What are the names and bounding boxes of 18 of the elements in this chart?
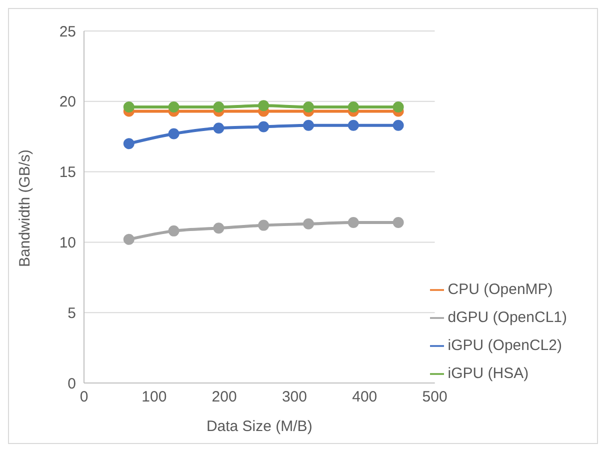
y-tick-label: 20 <box>59 94 76 111</box>
y-tick-label: 25 <box>59 23 76 40</box>
y-tick-label: 15 <box>59 164 76 182</box>
y-tick-label: 5 <box>68 304 76 322</box>
x-tick-label: 100 <box>142 388 167 406</box>
legend-label: iGPU (HSA) <box>448 365 529 382</box>
y-axis-title: Bandwidth (GB/s) <box>16 149 34 267</box>
x-tick-label: 500 <box>422 388 448 406</box>
legend-label: iGPU (OpenCL2) <box>448 337 562 354</box>
x-tick-label: 300 <box>282 388 307 406</box>
x-tick-label: 400 <box>352 388 378 406</box>
legend-label: CPU (OpenMP) <box>448 281 553 298</box>
y-tick-label: 10 <box>59 234 76 252</box>
x-tick-label: 200 <box>212 388 237 406</box>
x-tick-label: 0 <box>80 388 88 406</box>
y-tick-label: 0 <box>68 375 76 392</box>
legend-label: dGPU (OpenCL1) <box>448 309 567 326</box>
x-axis-title: Data Size (M/B) <box>206 418 312 435</box>
